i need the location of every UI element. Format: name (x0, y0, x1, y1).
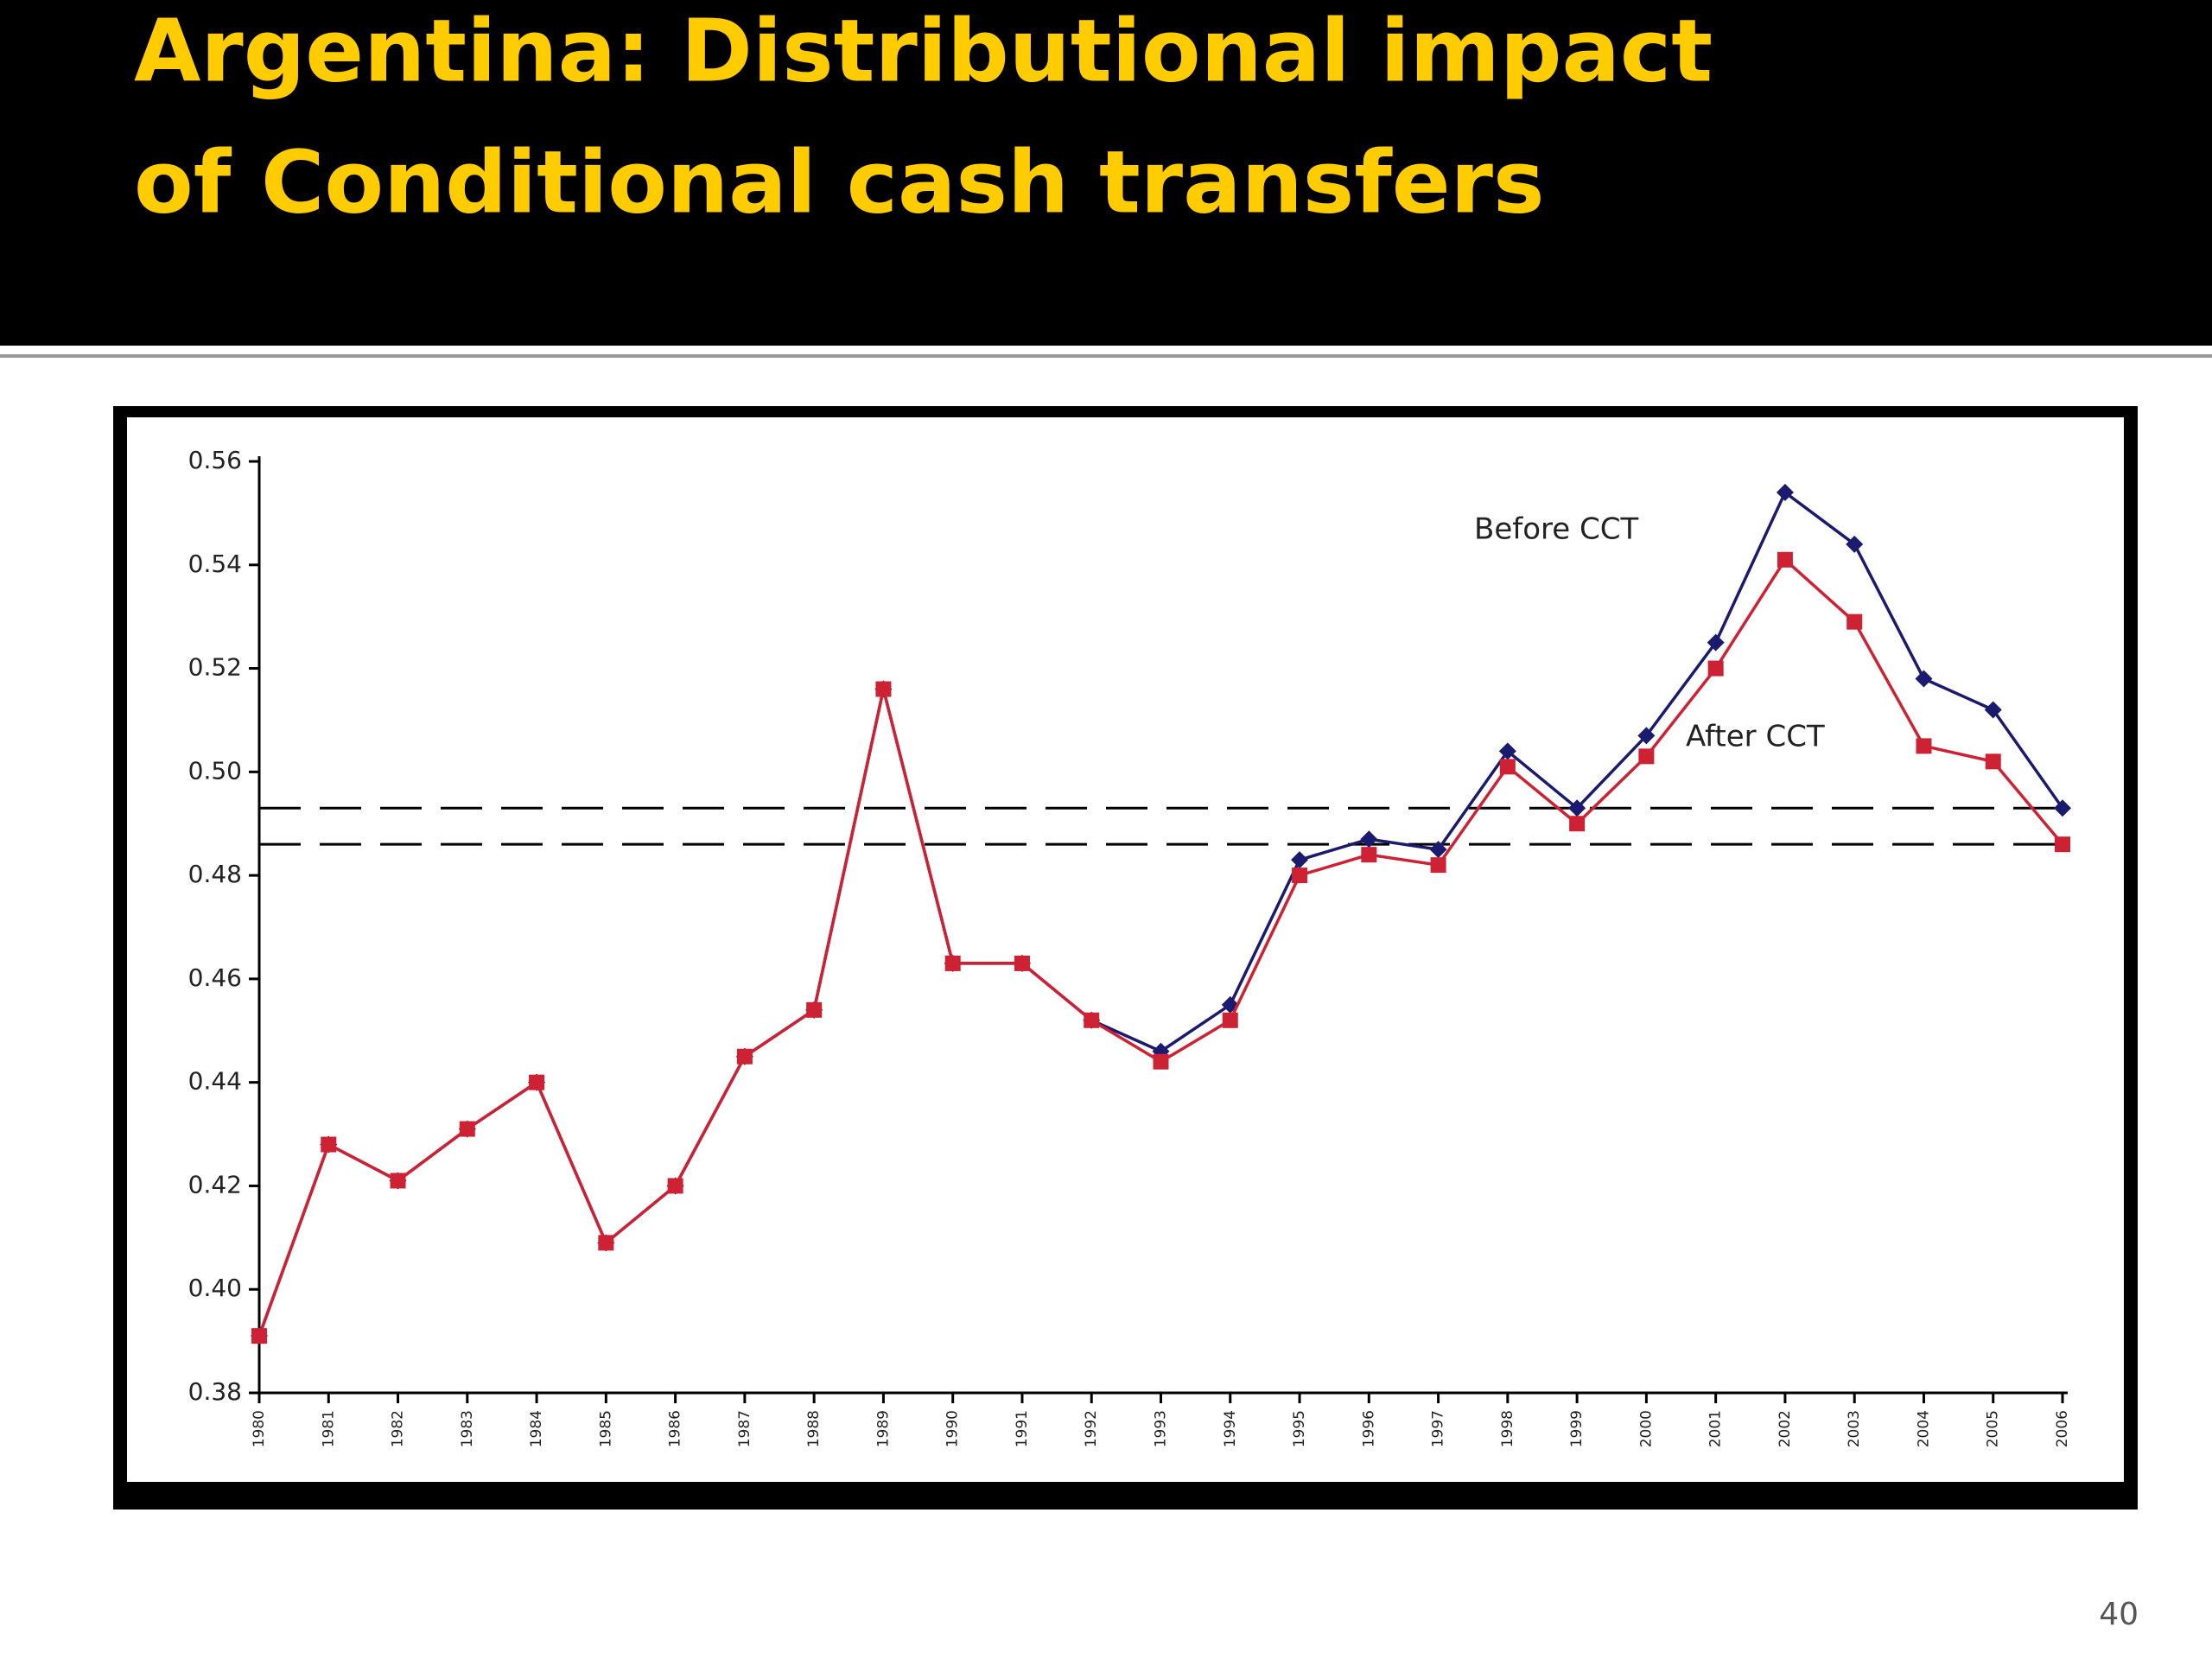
y-tick-label: 0.50 (188, 756, 242, 785)
marker (459, 1121, 475, 1137)
x-tick-label: 1995 (1291, 1410, 1308, 1447)
page-number: 40 (2099, 1597, 2139, 1632)
marker (251, 1328, 267, 1344)
marker (1014, 955, 1030, 971)
marker (1846, 535, 1864, 553)
x-tick-label: 1997 (1430, 1410, 1447, 1447)
y-tick-label: 0.38 (188, 1377, 242, 1406)
x-tick-label: 1998 (1499, 1410, 1516, 1447)
marker (1429, 841, 1447, 859)
x-tick-label: 1980 (251, 1410, 268, 1447)
marker (1292, 868, 1308, 884)
marker (944, 955, 961, 971)
marker (1291, 851, 1309, 869)
x-tick-label: 1993 (1153, 1410, 1170, 1447)
slide-title-line: Argentina: Distributional impact (134, 0, 1713, 101)
marker (598, 1235, 614, 1251)
marker (1707, 660, 1724, 677)
y-tick-label: 0.44 (188, 1067, 242, 1096)
series-annotation: Before CCT (1474, 512, 1638, 547)
y-tick-label: 0.42 (188, 1170, 242, 1198)
marker (1985, 753, 2001, 770)
marker (390, 1173, 406, 1189)
marker (1430, 857, 1446, 874)
x-tick-label: 1991 (1014, 1410, 1031, 1447)
y-tick-label: 0.46 (188, 963, 242, 992)
marker (1568, 799, 1586, 817)
marker (529, 1074, 545, 1090)
marker (2054, 799, 2071, 817)
marker (1361, 847, 1377, 863)
y-tick-label: 0.54 (188, 550, 242, 578)
header-rule (0, 354, 2212, 358)
marker (1707, 633, 1725, 652)
x-tick-label: 1990 (944, 1410, 962, 1447)
marker (736, 1048, 753, 1065)
y-tick-label: 0.56 (188, 446, 242, 474)
y-tick-label: 0.52 (188, 653, 242, 682)
marker (1847, 613, 1863, 630)
marker (1084, 1012, 1100, 1028)
marker (1637, 727, 1656, 745)
x-tick-label: 1989 (874, 1410, 892, 1447)
slide-title-line: of Conditional cash transfers (134, 131, 1544, 232)
series-annotation: After CCT (1686, 720, 1825, 754)
x-tick-label: 1988 (805, 1410, 823, 1447)
x-tick-label: 2002 (1777, 1410, 1794, 1447)
x-tick-label: 2003 (1846, 1410, 1863, 1447)
x-tick-label: 2006 (2054, 1410, 2071, 1447)
marker (1569, 816, 1586, 832)
marker (1638, 748, 1655, 765)
x-tick-label: 1986 (667, 1410, 684, 1447)
x-tick-label: 1996 (1360, 1410, 1377, 1447)
marker (667, 1178, 683, 1194)
x-tick-label: 1981 (320, 1410, 337, 1447)
x-tick-label: 1994 (1222, 1410, 1239, 1447)
x-tick-label: 1983 (459, 1410, 476, 1447)
header-band (0, 0, 2212, 346)
chart-area (127, 417, 2124, 1482)
marker (1916, 738, 1932, 754)
x-tick-label: 1982 (390, 1410, 407, 1447)
marker (806, 1001, 823, 1018)
marker (1360, 830, 1378, 849)
x-tick-label: 1992 (1083, 1410, 1100, 1447)
x-tick-label: 2005 (1985, 1410, 2002, 1447)
y-tick-label: 0.40 (188, 1274, 242, 1302)
x-tick-label: 2001 (1707, 1410, 1725, 1447)
y-tick-label: 0.48 (188, 860, 242, 888)
x-tick-label: 2004 (1915, 1410, 1932, 1447)
marker (1498, 742, 1516, 760)
marker (1153, 1053, 1169, 1070)
marker (1777, 551, 1793, 568)
x-tick-label: 1985 (597, 1410, 614, 1447)
marker (321, 1136, 337, 1153)
marker (1915, 670, 1933, 688)
marker (1776, 483, 1794, 501)
marker (2055, 836, 2070, 853)
x-tick-label: 2000 (1637, 1410, 1655, 1447)
marker (1499, 759, 1516, 775)
marker (1984, 701, 2002, 719)
x-tick-label: 1987 (736, 1410, 753, 1447)
marker (1222, 1012, 1238, 1028)
x-tick-label: 1984 (528, 1410, 545, 1447)
x-tick-label: 1999 (1568, 1410, 1586, 1447)
marker (875, 681, 892, 697)
